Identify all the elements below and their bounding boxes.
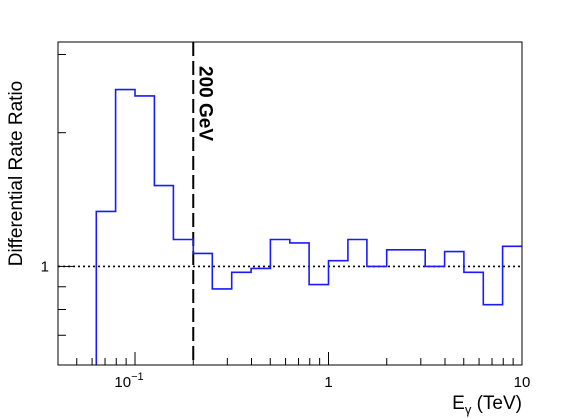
x-tick-label-base: 10 — [114, 374, 131, 391]
x-tick-label-2: 10 — [514, 374, 531, 391]
x-axis-title: Eγ (TeV) — [452, 393, 522, 417]
x-tick-label-0: 10−1 — [114, 371, 143, 391]
y-axis-title: Differential Rate Ratio — [6, 81, 27, 267]
x-axis-title-main: E — [452, 393, 465, 414]
plot-area — [58, 42, 522, 365]
y-tick-label-0: 1 — [41, 258, 49, 275]
x-tick-label-1: 1 — [324, 374, 332, 391]
series-0-line — [95, 88, 522, 365]
x-tick-label-exponent: −1 — [131, 371, 144, 383]
annotation-200gev: 200 GeV — [194, 66, 215, 141]
x-axis-title-unit: (TeV) — [471, 393, 522, 414]
plot-frame — [57, 41, 523, 366]
x-axis-title-subscript: γ — [465, 402, 472, 417]
axis-ticks: 10−1 1 101 — [41, 53, 531, 391]
